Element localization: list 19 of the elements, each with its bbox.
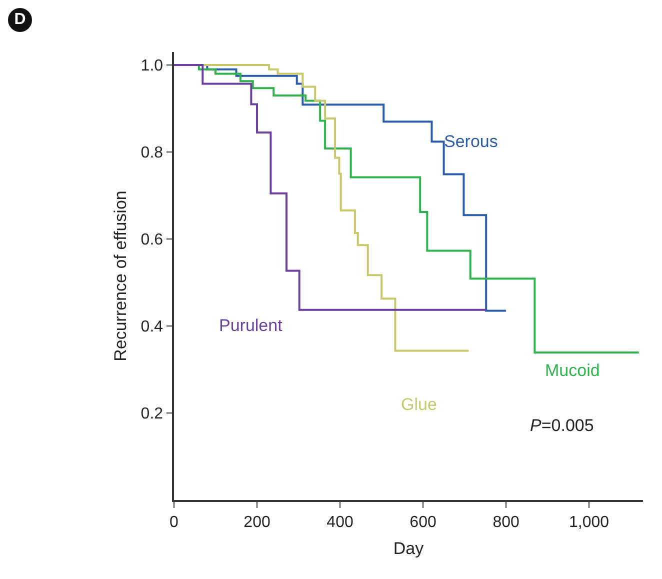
y-axis-title: Recurrence of effusion: [110, 190, 130, 362]
x-tick-label: 200: [244, 514, 270, 531]
y-tick-label: 0.2: [140, 406, 164, 423]
x-axis-title: Day: [393, 538, 424, 558]
text: D: [8, 8, 32, 32]
y-tick-label: 0.6: [140, 232, 164, 249]
series-label: Serous: [444, 132, 498, 151]
x-tick-label: 600: [410, 514, 436, 531]
x-tick-label: 800: [492, 514, 520, 531]
x-tick-label: 1,000: [569, 514, 610, 531]
x-tick-label: 400: [326, 514, 354, 531]
y-tick-label: 0.8: [140, 144, 164, 162]
series-label: Purulent: [219, 316, 283, 335]
series-label: Mucoid: [545, 361, 600, 380]
text: Glue: [401, 395, 437, 414]
y-tick-label: 1.0: [140, 58, 164, 75]
annotation: P=0.005: [530, 416, 594, 435]
x-tick-label: 0: [170, 514, 179, 531]
y-tick-label: 0.4: [140, 318, 164, 336]
